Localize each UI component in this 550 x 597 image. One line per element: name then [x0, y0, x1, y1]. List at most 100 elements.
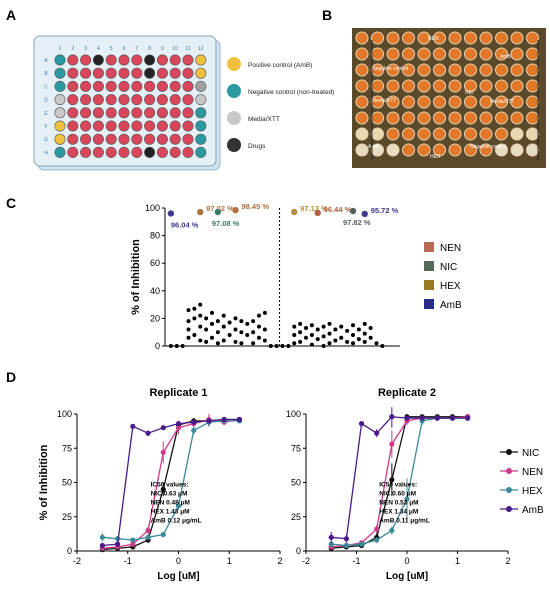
plate-well [182, 54, 194, 66]
plate-well [118, 120, 130, 132]
panel-label-d: D [6, 369, 16, 385]
d-ic50-annotation: HEX 1.43 μM [151, 509, 190, 516]
c-data-point [204, 316, 209, 321]
plate-col-label: 3 [84, 46, 87, 52]
c-data-point [251, 341, 256, 346]
c-data-point [192, 306, 197, 311]
plate-legend-label: Drugs [248, 143, 266, 150]
plate-well [92, 54, 104, 66]
d-data-point [465, 415, 471, 421]
photo-annotation: AmB [368, 144, 380, 150]
photo-well [464, 31, 477, 45]
d-data-point [99, 534, 105, 540]
plate-well [156, 67, 168, 79]
plate-well [195, 107, 207, 119]
plate-well [67, 67, 79, 79]
photo-well [402, 63, 415, 77]
inhibition-scatter-chart: 0 20 40 60 80 100 % of Inhibition 96.04 % 97.02 … [130, 202, 462, 351]
plate-well [131, 80, 143, 92]
photo-well [495, 63, 508, 77]
c-data-point [262, 310, 267, 315]
c-data-point [227, 320, 232, 325]
photo-well [417, 63, 431, 77]
photo-well [464, 111, 477, 125]
c-data-point [198, 313, 203, 318]
d-legend-label: NEN [522, 467, 543, 478]
plate-well [182, 120, 194, 132]
plate-well [80, 94, 92, 106]
photo-well [479, 111, 493, 125]
plate-well [169, 54, 181, 66]
c-y-tick-label: 60 [150, 258, 160, 268]
photo-well [526, 79, 539, 93]
c-data-point [315, 337, 320, 342]
d-chart-title: Replicate 1 [149, 387, 207, 399]
d-ic50-annotation: NIC 0.60 μM [379, 491, 416, 498]
c-data-point [198, 338, 203, 343]
d-y-tick-label: 75 [291, 443, 301, 453]
c-data-point [292, 332, 297, 337]
photo-well [355, 127, 369, 141]
c-data-point [351, 341, 355, 346]
plate-col-label: 6 [123, 46, 126, 52]
c-data-point [327, 331, 332, 336]
c-data-point [257, 324, 261, 329]
plate-col-label: 8 [148, 46, 151, 52]
plate-legend-label: Positive control (AmB) [248, 62, 312, 69]
plate-well [169, 80, 181, 92]
c-data-point [298, 321, 303, 326]
plate-well [54, 133, 66, 145]
plate-well [54, 107, 66, 119]
photo-well [495, 127, 508, 141]
photo-well [402, 31, 415, 45]
plate-well [67, 107, 79, 119]
d-y-tick-label: 25 [62, 512, 72, 522]
d-data-point [374, 537, 380, 543]
d-ic50-annotation: AmB 0.11 μg/mL [379, 518, 430, 525]
c-highlight-label: 98.45 % [242, 202, 270, 211]
d-data-point [389, 414, 395, 420]
photo-well [371, 127, 384, 141]
plate-well [156, 54, 168, 66]
plate-row-label: D [44, 98, 48, 104]
plate-col-label: 12 [198, 46, 204, 52]
c-y-tick-label: 100 [145, 203, 160, 213]
d-data-point [358, 420, 365, 427]
c-data-point [251, 330, 256, 335]
d-data-point [328, 534, 334, 540]
c-data-point [233, 327, 238, 332]
c-y-tick-label: 40 [150, 286, 160, 296]
c-highlight-label: 97.08 % [212, 219, 240, 228]
photo-well [526, 31, 539, 45]
photo-annotation: NIC [465, 90, 474, 96]
c-data-point [351, 332, 355, 337]
c-data-point [180, 344, 185, 348]
d-data-point [358, 541, 365, 547]
c-highlight-point [291, 208, 298, 216]
c-data-point [215, 319, 220, 324]
c-data-point [215, 330, 220, 335]
plate-well [54, 94, 66, 106]
c-legend-label: HEX [440, 281, 461, 292]
c-data-point [210, 321, 214, 326]
c-data-point [257, 335, 261, 340]
d-data-point [404, 415, 410, 421]
c-data-point [245, 332, 250, 337]
plate-well [67, 80, 79, 92]
c-data-point [356, 337, 361, 342]
plate-well [195, 94, 207, 106]
plate-well [118, 67, 130, 79]
c-data-point [356, 327, 361, 332]
c-data-point [351, 323, 355, 328]
photo-well [479, 47, 493, 61]
c-data-point [257, 313, 261, 318]
plate-well [169, 120, 181, 132]
plate-well [54, 80, 66, 92]
c-data-point [174, 344, 179, 348]
c-data-point [221, 338, 226, 343]
c-highlight-label: 97.02 % [206, 204, 234, 213]
plate-well [105, 120, 117, 132]
replicate-1-chart: Replicate 1 0 25 50 75 100 -2 -1 0 1 2 Log [uM] % of… [38, 387, 283, 582]
